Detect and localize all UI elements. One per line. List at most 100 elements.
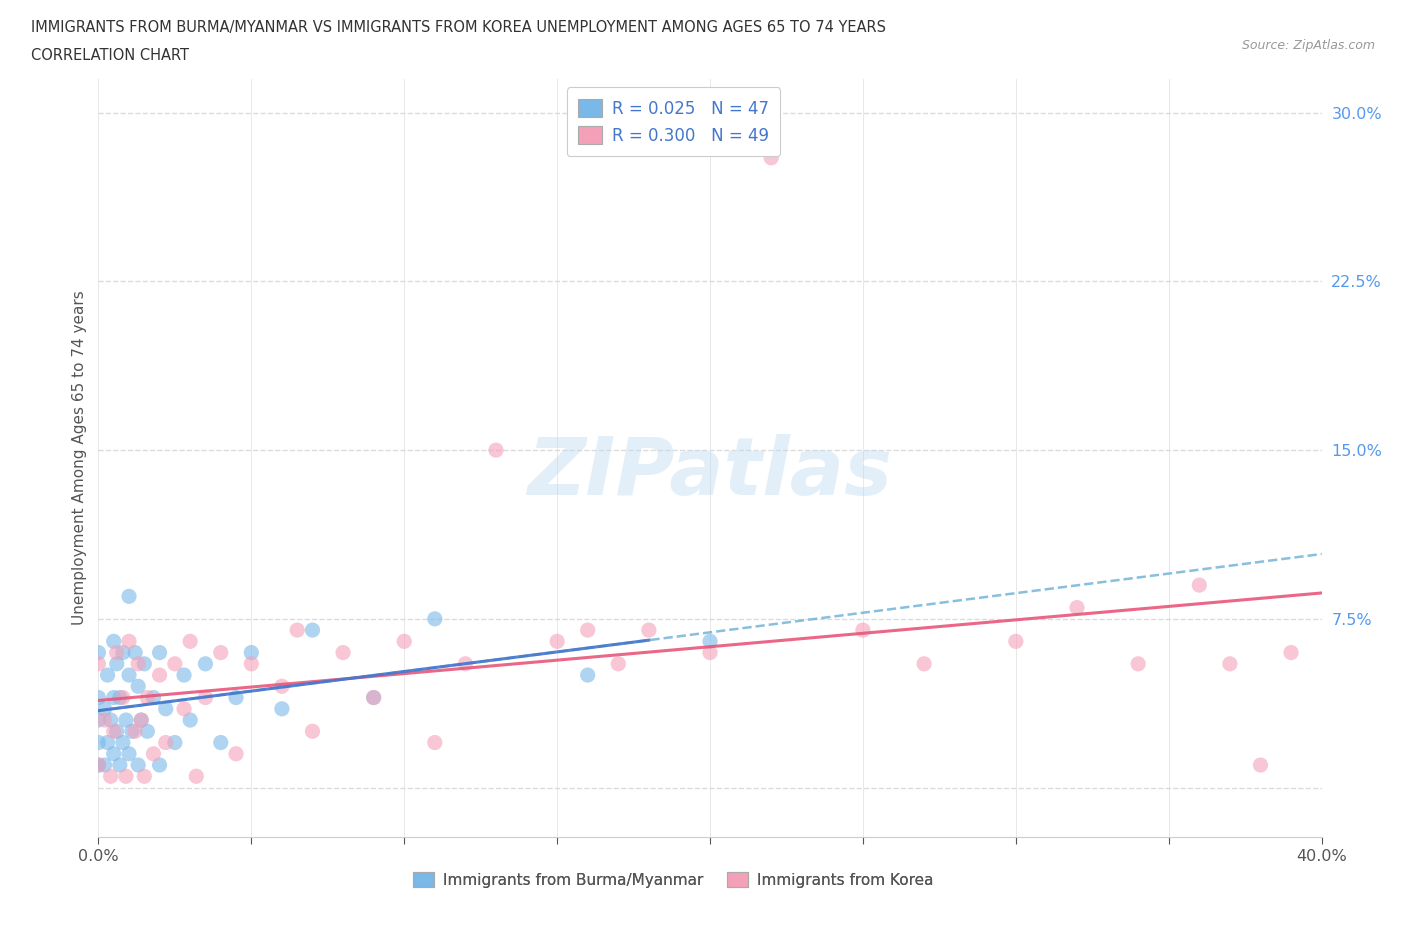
Point	[136, 690, 159, 705]
Point	[100, 769, 122, 784]
Point	[363, 690, 385, 705]
Point	[87, 758, 110, 773]
Point	[103, 634, 125, 649]
Point	[149, 758, 172, 773]
Point	[115, 712, 138, 727]
Point	[173, 701, 195, 716]
Point	[423, 735, 446, 750]
Point	[225, 690, 247, 705]
Point	[1128, 657, 1150, 671]
Point	[100, 712, 122, 727]
Point	[127, 679, 149, 694]
Point	[194, 657, 217, 671]
Text: IMMIGRANTS FROM BURMA/MYANMAR VS IMMIGRANTS FROM KOREA UNEMPLOYMENT AMONG AGES 6: IMMIGRANTS FROM BURMA/MYANMAR VS IMMIGRA…	[31, 20, 886, 35]
Point	[127, 758, 149, 773]
Text: CORRELATION CHART: CORRELATION CHART	[31, 48, 188, 63]
Point	[240, 645, 263, 660]
Point	[1219, 657, 1241, 671]
Point	[118, 668, 141, 683]
Point	[1279, 645, 1302, 660]
Text: Source: ZipAtlas.com: Source: ZipAtlas.com	[1241, 39, 1375, 52]
Point	[87, 657, 110, 671]
Point	[105, 657, 128, 671]
Point	[87, 735, 110, 750]
Point	[155, 735, 177, 750]
Text: ZIPatlas: ZIPatlas	[527, 434, 893, 512]
Point	[105, 645, 128, 660]
Point	[173, 668, 195, 683]
Point	[149, 645, 172, 660]
Point	[576, 623, 599, 638]
Point	[454, 657, 477, 671]
Point	[163, 735, 186, 750]
Point	[87, 645, 110, 660]
Point	[423, 611, 446, 626]
Legend: Immigrants from Burma/Myanmar, Immigrants from Korea: Immigrants from Burma/Myanmar, Immigrant…	[406, 866, 939, 894]
Point	[179, 712, 201, 727]
Point	[93, 758, 115, 773]
Point	[699, 645, 721, 660]
Point	[301, 724, 323, 738]
Point	[108, 690, 131, 705]
Point	[163, 657, 186, 671]
Point	[546, 634, 568, 649]
Point	[392, 634, 416, 649]
Point	[301, 623, 323, 638]
Point	[209, 645, 232, 660]
Point	[1249, 758, 1271, 773]
Point	[363, 690, 385, 705]
Point	[111, 690, 134, 705]
Point	[93, 712, 115, 727]
Point	[103, 690, 125, 705]
Point	[118, 634, 141, 649]
Point	[912, 657, 935, 671]
Point	[103, 724, 125, 738]
Point	[225, 747, 247, 762]
Point	[111, 735, 134, 750]
Point	[124, 724, 146, 738]
Point	[129, 712, 152, 727]
Point	[209, 735, 232, 750]
Point	[124, 645, 146, 660]
Point	[270, 701, 292, 716]
Point	[759, 151, 782, 166]
Point	[105, 724, 128, 738]
Point	[240, 657, 263, 671]
Point	[103, 747, 125, 762]
Point	[637, 623, 661, 638]
Point	[136, 724, 159, 738]
Point	[607, 657, 630, 671]
Point	[108, 758, 131, 773]
Point	[134, 769, 156, 784]
Y-axis label: Unemployment Among Ages 65 to 74 years: Unemployment Among Ages 65 to 74 years	[72, 291, 87, 625]
Point	[111, 645, 134, 660]
Point	[576, 668, 599, 683]
Point	[142, 747, 165, 762]
Point	[87, 690, 110, 705]
Point	[149, 668, 172, 683]
Point	[699, 634, 721, 649]
Point	[127, 657, 149, 671]
Point	[1066, 600, 1088, 615]
Point	[87, 758, 110, 773]
Point	[118, 747, 141, 762]
Point	[134, 657, 156, 671]
Point	[87, 712, 110, 727]
Point	[285, 623, 308, 638]
Point	[332, 645, 354, 660]
Point	[1004, 634, 1026, 649]
Point	[1188, 578, 1211, 592]
Point	[852, 623, 875, 638]
Point	[155, 701, 177, 716]
Point	[129, 712, 152, 727]
Point	[121, 724, 143, 738]
Point	[97, 668, 120, 683]
Point	[179, 634, 201, 649]
Point	[485, 443, 508, 458]
Point	[270, 679, 292, 694]
Point	[186, 769, 208, 784]
Point	[115, 769, 138, 784]
Point	[142, 690, 165, 705]
Point	[118, 589, 141, 604]
Point	[93, 701, 115, 716]
